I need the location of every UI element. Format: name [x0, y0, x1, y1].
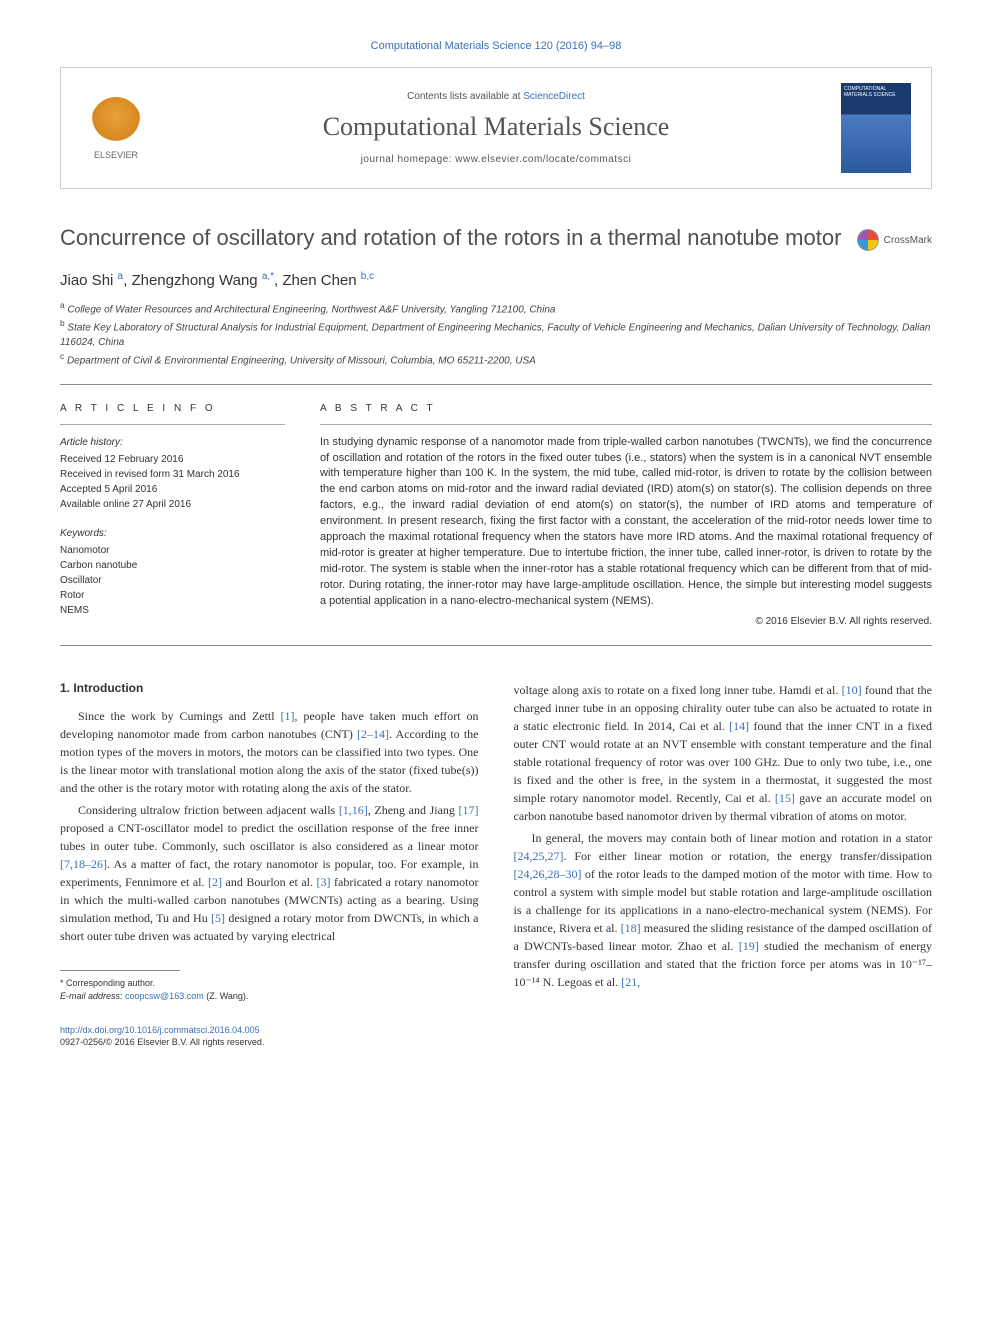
history-line: Available online 27 April 2016 — [60, 497, 285, 512]
info-divider — [60, 424, 285, 425]
contents-available-line: Contents lists available at ScienceDirec… — [171, 91, 821, 102]
footnote-divider — [60, 970, 180, 971]
corresponding-label: * Corresponding author. — [60, 977, 479, 991]
cover-label: COMPUTATIONAL MATERIALS SCIENCE — [844, 86, 896, 98]
bottom-doi-block: http://dx.doi.org/10.1016/j.commatsci.20… — [60, 1024, 932, 1049]
history-label: Article history: — [60, 435, 285, 450]
elsevier-logo: ELSEVIER — [81, 91, 151, 166]
journal-homepage: journal homepage: www.elsevier.com/locat… — [171, 154, 821, 165]
email-link[interactable]: coopcsw@163.com — [125, 991, 204, 1001]
email-line: E-mail address: coopcsw@163.com (Z. Wang… — [60, 990, 479, 1004]
issn-copyright-line: 0927-0256/© 2016 Elsevier B.V. All right… — [60, 1037, 264, 1047]
sciencedirect-link[interactable]: ScienceDirect — [523, 91, 585, 102]
body-paragraph: Since the work by Cumings and Zettl [1],… — [60, 707, 479, 797]
author-list: Jiao Shi a, Zhengzhong Wang a,*, Zhen Ch… — [60, 271, 932, 289]
keyword-line: Carbon nanotube — [60, 558, 285, 573]
affiliations: a College of Water Resources and Archite… — [60, 299, 932, 369]
elsevier-tree-icon — [91, 97, 141, 147]
journal-header-box: ELSEVIER Contents lists available at Sci… — [60, 67, 932, 189]
history-line: Received in revised form 31 March 2016 — [60, 467, 285, 482]
keyword-line: Rotor — [60, 588, 285, 603]
journal-cover-thumb: COMPUTATIONAL MATERIALS SCIENCE — [841, 83, 911, 173]
body-columns: 1. Introduction Since the work by Cuming… — [60, 681, 932, 1004]
crossmark-label: CrossMark — [884, 235, 932, 246]
divider-bottom — [60, 645, 932, 646]
email-suffix: (Z. Wang). — [204, 991, 249, 1001]
section-1-heading: 1. Introduction — [60, 681, 479, 695]
article-title: Concurrence of oscillatory and rotation … — [60, 224, 932, 253]
affiliation-line: c Department of Civil & Environmental En… — [60, 350, 932, 368]
history-line: Received 12 February 2016 — [60, 452, 285, 467]
abstract-text: In studying dynamic response of a nanomo… — [320, 435, 932, 610]
contents-prefix: Contents lists available at — [407, 91, 523, 102]
article-info-column: A R T I C L E I N F O Article history: R… — [60, 403, 285, 627]
keyword-line: Oscillator — [60, 573, 285, 588]
header-center: Contents lists available at ScienceDirec… — [171, 91, 821, 165]
keyword-line: NEMS — [60, 603, 285, 618]
email-label: E-mail address: — [60, 991, 125, 1001]
crossmark-badge[interactable]: CrossMark — [857, 229, 932, 251]
article-history-block: Article history: Received 12 February 20… — [60, 435, 285, 512]
corresponding-author-footnote: * Corresponding author. E-mail address: … — [60, 977, 479, 1004]
body-left-column: 1. Introduction Since the work by Cuming… — [60, 681, 479, 1004]
abstract-heading: A B S T R A C T — [320, 403, 932, 414]
article-info-heading: A R T I C L E I N F O — [60, 403, 285, 414]
crossmark-icon — [857, 229, 879, 251]
abstract-column: A B S T R A C T In studying dynamic resp… — [320, 403, 932, 627]
history-line: Accepted 5 April 2016 — [60, 482, 285, 497]
keywords-block: Keywords: NanomotorCarbon nanotubeOscill… — [60, 526, 285, 618]
affiliation-line: a College of Water Resources and Archite… — [60, 299, 932, 317]
divider-top — [60, 384, 932, 385]
keyword-line: Nanomotor — [60, 543, 285, 558]
journal-name: Computational Materials Science — [171, 112, 821, 142]
body-right-column: voltage along axis to rotate on a fixed … — [514, 681, 933, 1004]
keywords-label: Keywords: — [60, 526, 285, 541]
body-paragraph: In general, the movers may contain both … — [514, 829, 933, 991]
body-paragraph: voltage along axis to rotate on a fixed … — [514, 681, 933, 825]
abstract-copyright: © 2016 Elsevier B.V. All rights reserved… — [320, 616, 932, 627]
abstract-divider — [320, 424, 932, 425]
doi-link[interactable]: http://dx.doi.org/10.1016/j.commatsci.20… — [60, 1025, 260, 1035]
info-abstract-row: A R T I C L E I N F O Article history: R… — [60, 403, 932, 627]
body-paragraph: Considering ultralow friction between ad… — [60, 801, 479, 945]
affiliation-line: b State Key Laboratory of Structural Ana… — [60, 317, 932, 350]
top-citation: Computational Materials Science 120 (201… — [60, 40, 932, 52]
publisher-name: ELSEVIER — [94, 150, 138, 160]
